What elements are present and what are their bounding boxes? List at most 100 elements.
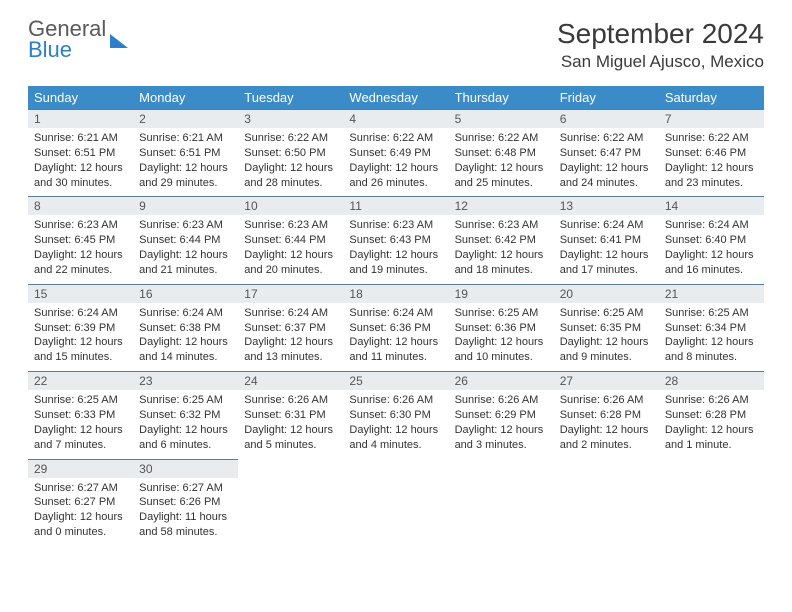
sunset-line: Sunset: 6:49 PM	[349, 146, 442, 161]
day-content-cell: Sunrise: 6:24 AMSunset: 6:38 PMDaylight:…	[133, 303, 238, 372]
sunset-line: Sunset: 6:32 PM	[139, 408, 232, 423]
day-content-cell: Sunrise: 6:25 AMSunset: 6:34 PMDaylight:…	[659, 303, 764, 372]
daylight-line: Daylight: 12 hours and 1 minute.	[665, 423, 758, 453]
day-content-cell: Sunrise: 6:21 AMSunset: 6:51 PMDaylight:…	[28, 128, 133, 197]
day-number-cell: 9	[133, 197, 238, 216]
day-number-cell: 7	[659, 110, 764, 129]
sunset-line: Sunset: 6:34 PM	[665, 321, 758, 336]
day-number-cell: 20	[554, 284, 659, 303]
daylight-line: Daylight: 12 hours and 6 minutes.	[139, 423, 232, 453]
day-number-cell: 1	[28, 110, 133, 129]
sunset-line: Sunset: 6:33 PM	[34, 408, 127, 423]
daylight-line: Daylight: 12 hours and 20 minutes.	[244, 248, 337, 278]
day-number-cell: 6	[554, 110, 659, 129]
col-thursday: Thursday	[449, 86, 554, 110]
day-number-cell: 10	[238, 197, 343, 216]
sunrise-line: Sunrise: 6:26 AM	[455, 393, 548, 408]
sunrise-line: Sunrise: 6:24 AM	[665, 218, 758, 233]
day-content-cell	[238, 478, 343, 546]
content-row: Sunrise: 6:25 AMSunset: 6:33 PMDaylight:…	[28, 390, 764, 459]
sunrise-line: Sunrise: 6:21 AM	[34, 131, 127, 146]
sunrise-line: Sunrise: 6:22 AM	[244, 131, 337, 146]
daylight-line: Daylight: 12 hours and 16 minutes.	[665, 248, 758, 278]
day-number-cell: 5	[449, 110, 554, 129]
sunset-line: Sunset: 6:36 PM	[349, 321, 442, 336]
header-row: Sunday Monday Tuesday Wednesday Thursday…	[28, 86, 764, 110]
sunrise-line: Sunrise: 6:25 AM	[665, 306, 758, 321]
day-content-cell: Sunrise: 6:21 AMSunset: 6:51 PMDaylight:…	[133, 128, 238, 197]
day-content-cell: Sunrise: 6:26 AMSunset: 6:30 PMDaylight:…	[343, 390, 448, 459]
day-number-cell: 24	[238, 372, 343, 391]
day-content-cell: Sunrise: 6:26 AMSunset: 6:29 PMDaylight:…	[449, 390, 554, 459]
day-content-cell: Sunrise: 6:22 AMSunset: 6:47 PMDaylight:…	[554, 128, 659, 197]
sunset-line: Sunset: 6:51 PM	[139, 146, 232, 161]
day-content-cell: Sunrise: 6:23 AMSunset: 6:45 PMDaylight:…	[28, 215, 133, 284]
sunset-line: Sunset: 6:30 PM	[349, 408, 442, 423]
day-number-cell: 19	[449, 284, 554, 303]
sunset-line: Sunset: 6:36 PM	[455, 321, 548, 336]
sunrise-line: Sunrise: 6:24 AM	[244, 306, 337, 321]
daylight-line: Daylight: 12 hours and 8 minutes.	[665, 335, 758, 365]
sunrise-line: Sunrise: 6:26 AM	[665, 393, 758, 408]
col-wednesday: Wednesday	[343, 86, 448, 110]
sunset-line: Sunset: 6:43 PM	[349, 233, 442, 248]
day-content-cell: Sunrise: 6:25 AMSunset: 6:35 PMDaylight:…	[554, 303, 659, 372]
col-monday: Monday	[133, 86, 238, 110]
day-number-cell	[238, 459, 343, 478]
content-row: Sunrise: 6:24 AMSunset: 6:39 PMDaylight:…	[28, 303, 764, 372]
sunset-line: Sunset: 6:27 PM	[34, 495, 127, 510]
day-number-cell: 8	[28, 197, 133, 216]
sunset-line: Sunset: 6:29 PM	[455, 408, 548, 423]
day-number-cell	[449, 459, 554, 478]
sunset-line: Sunset: 6:37 PM	[244, 321, 337, 336]
daylight-line: Daylight: 12 hours and 17 minutes.	[560, 248, 653, 278]
day-number-cell: 11	[343, 197, 448, 216]
day-number-cell	[554, 459, 659, 478]
day-content-cell: Sunrise: 6:22 AMSunset: 6:48 PMDaylight:…	[449, 128, 554, 197]
day-content-cell: Sunrise: 6:24 AMSunset: 6:37 PMDaylight:…	[238, 303, 343, 372]
daylight-line: Daylight: 11 hours and 58 minutes.	[139, 510, 232, 540]
daylight-line: Daylight: 12 hours and 11 minutes.	[349, 335, 442, 365]
daylight-line: Daylight: 12 hours and 9 minutes.	[560, 335, 653, 365]
daylight-line: Daylight: 12 hours and 3 minutes.	[455, 423, 548, 453]
sunrise-line: Sunrise: 6:22 AM	[349, 131, 442, 146]
sunrise-line: Sunrise: 6:24 AM	[560, 218, 653, 233]
location: San Miguel Ajusco, Mexico	[557, 52, 764, 72]
sunrise-line: Sunrise: 6:22 AM	[560, 131, 653, 146]
day-number-cell: 13	[554, 197, 659, 216]
day-content-cell: Sunrise: 6:24 AMSunset: 6:39 PMDaylight:…	[28, 303, 133, 372]
day-content-cell	[554, 478, 659, 546]
daynum-row: 2930	[28, 459, 764, 478]
day-number-cell: 16	[133, 284, 238, 303]
day-content-cell: Sunrise: 6:26 AMSunset: 6:31 PMDaylight:…	[238, 390, 343, 459]
sunset-line: Sunset: 6:46 PM	[665, 146, 758, 161]
day-number-cell	[659, 459, 764, 478]
daylight-line: Daylight: 12 hours and 4 minutes.	[349, 423, 442, 453]
day-content-cell: Sunrise: 6:22 AMSunset: 6:49 PMDaylight:…	[343, 128, 448, 197]
day-content-cell	[449, 478, 554, 546]
daylight-line: Daylight: 12 hours and 18 minutes.	[455, 248, 548, 278]
sunset-line: Sunset: 6:51 PM	[34, 146, 127, 161]
day-number-cell: 12	[449, 197, 554, 216]
sunset-line: Sunset: 6:41 PM	[560, 233, 653, 248]
day-content-cell: Sunrise: 6:25 AMSunset: 6:32 PMDaylight:…	[133, 390, 238, 459]
day-content-cell: Sunrise: 6:27 AMSunset: 6:26 PMDaylight:…	[133, 478, 238, 546]
daylight-line: Daylight: 12 hours and 21 minutes.	[139, 248, 232, 278]
sunrise-line: Sunrise: 6:24 AM	[34, 306, 127, 321]
day-number-cell: 25	[343, 372, 448, 391]
day-content-cell: Sunrise: 6:24 AMSunset: 6:36 PMDaylight:…	[343, 303, 448, 372]
day-number-cell: 14	[659, 197, 764, 216]
sunrise-line: Sunrise: 6:23 AM	[244, 218, 337, 233]
logo-triangle-icon	[110, 34, 128, 48]
day-number-cell	[343, 459, 448, 478]
daylight-line: Daylight: 12 hours and 26 minutes.	[349, 161, 442, 191]
sunrise-line: Sunrise: 6:23 AM	[34, 218, 127, 233]
sunrise-line: Sunrise: 6:26 AM	[349, 393, 442, 408]
daylight-line: Daylight: 12 hours and 15 minutes.	[34, 335, 127, 365]
day-number-cell: 28	[659, 372, 764, 391]
logo-line2: Blue	[28, 39, 106, 61]
day-content-cell: Sunrise: 6:23 AMSunset: 6:42 PMDaylight:…	[449, 215, 554, 284]
day-number-cell: 22	[28, 372, 133, 391]
month-title: September 2024	[557, 18, 764, 50]
day-content-cell: Sunrise: 6:26 AMSunset: 6:28 PMDaylight:…	[554, 390, 659, 459]
